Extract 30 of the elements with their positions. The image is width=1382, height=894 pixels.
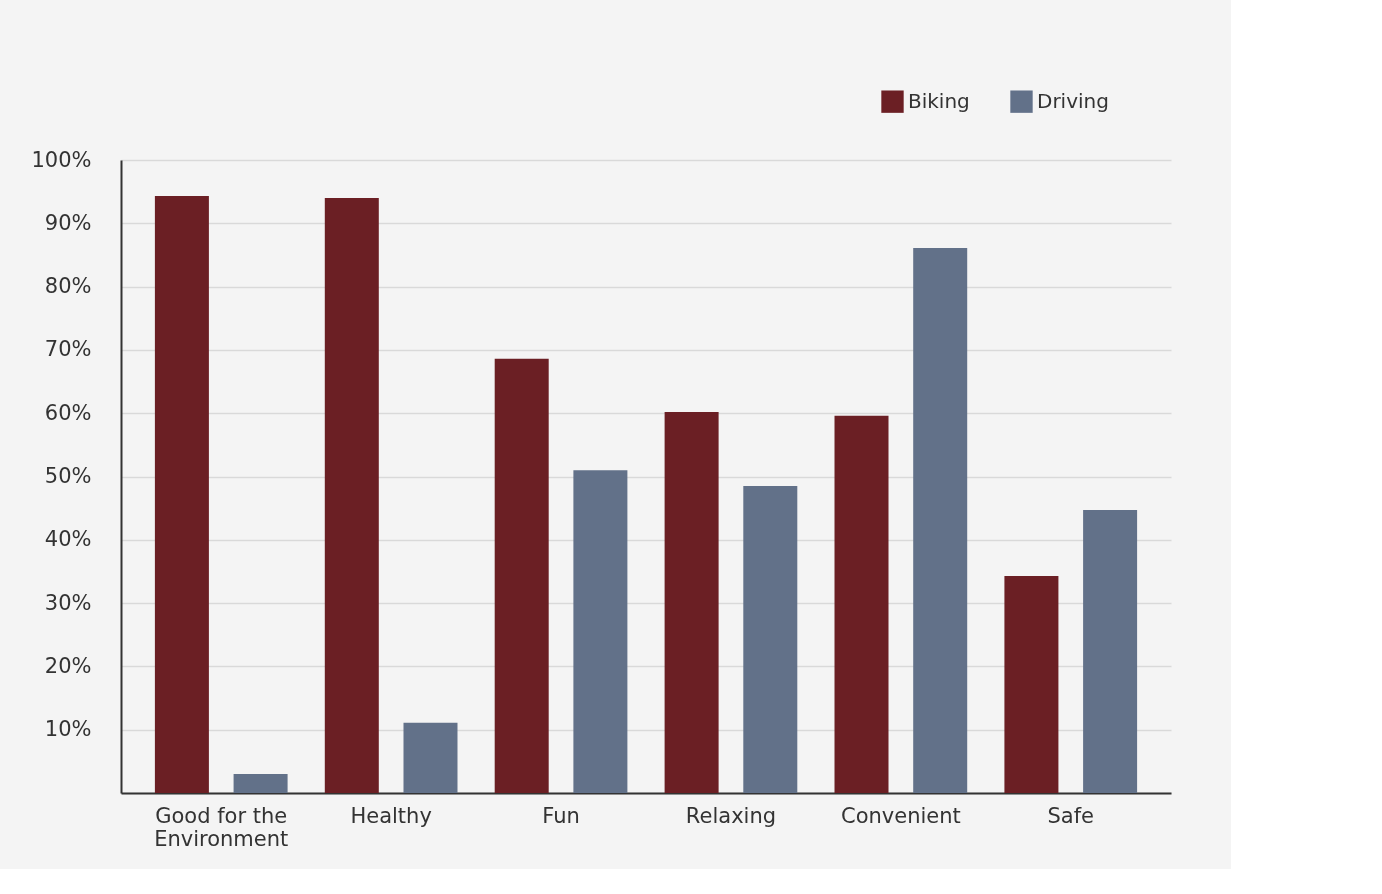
y-tick-label: 20%: [44, 653, 92, 678]
x-tick-label: Relaxing: [685, 803, 777, 828]
x-tick-label: Fun: [542, 803, 580, 828]
y-tick-label: 90%: [44, 210, 92, 235]
y-tick-label: 70%: [44, 337, 92, 362]
y-tick-label: 10%: [44, 717, 92, 742]
x-tick-label: Convenient: [840, 803, 961, 828]
x-tick-label: Safe: [1047, 803, 1095, 828]
bar: [403, 722, 458, 793]
bar: [324, 197, 379, 793]
bar: [573, 470, 628, 793]
x-tick-label: Good for the Environment: [154, 803, 289, 851]
bar: [743, 486, 798, 793]
bar: [834, 415, 889, 793]
bar: [913, 247, 968, 793]
y-tick-label: 60%: [44, 400, 92, 425]
y-tick-label: 100%: [31, 147, 92, 172]
y-tick-label: 40%: [44, 527, 92, 552]
y-tick-label: 50%: [44, 464, 92, 488]
bar: [664, 411, 719, 793]
bar: [1083, 510, 1138, 793]
legend-label: Driving: [1037, 88, 1109, 113]
bar: [154, 196, 209, 793]
bar: [233, 774, 288, 793]
y-tick-label: 30%: [44, 590, 92, 615]
x-tick-label: Healthy: [350, 803, 432, 828]
y-tick-label: 80%: [44, 274, 92, 299]
bar: [1004, 575, 1059, 793]
legend-label: Biking: [908, 88, 970, 113]
bar: [494, 358, 549, 793]
